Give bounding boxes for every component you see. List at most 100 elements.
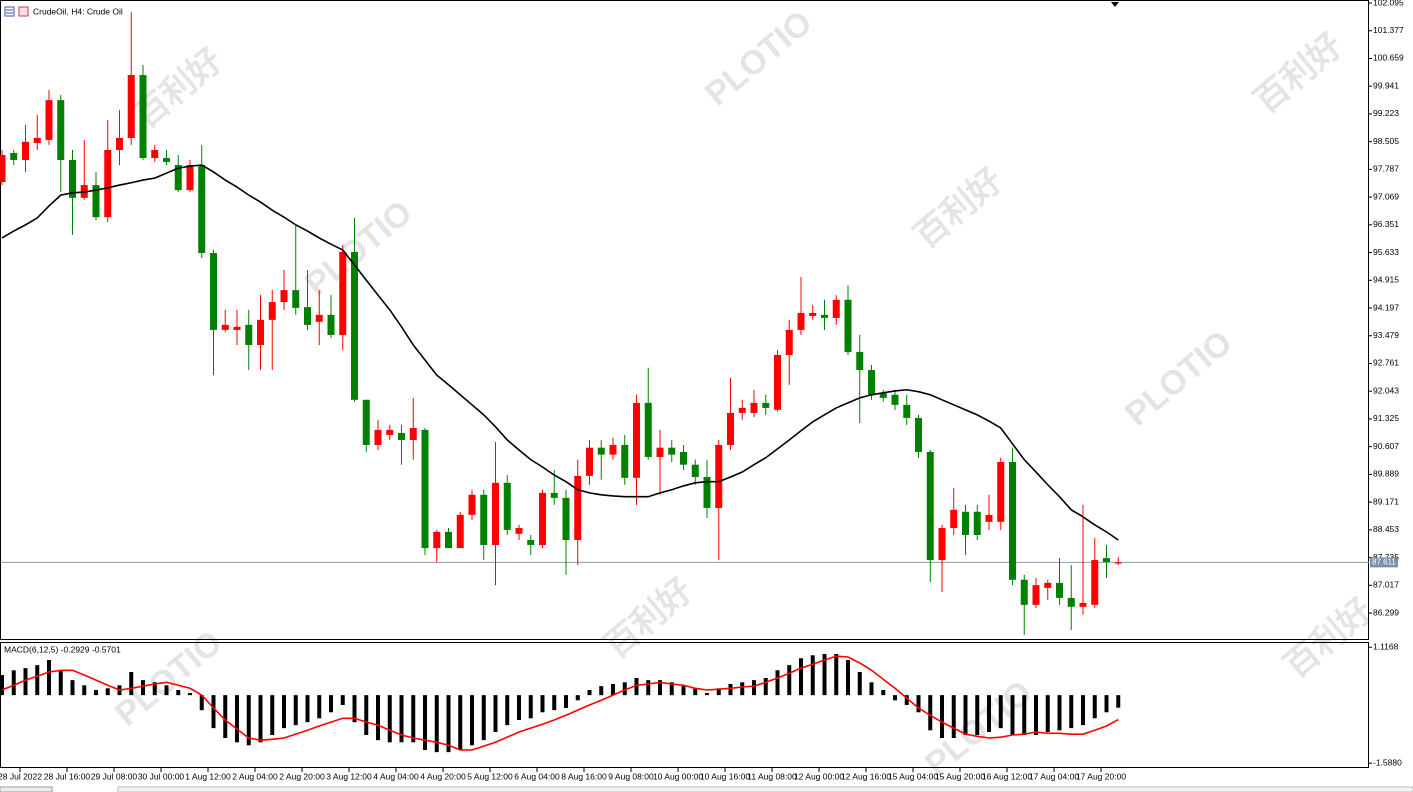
macd-bar — [564, 695, 568, 708]
macd-bar — [916, 695, 921, 713]
x-tick-label: 29 Jul 08:00 — [91, 771, 138, 781]
macd-bar — [82, 685, 87, 696]
x-tick-label: 12 Aug 16:00 — [841, 771, 891, 781]
y-tick-label: 94.197 — [1373, 302, 1399, 312]
macd-bar — [293, 695, 298, 726]
x-tick-label: 17 Aug 20:00 — [1076, 771, 1126, 781]
x-tick-label: 5 Aug 12:00 — [467, 771, 513, 781]
candle-body — [762, 402, 770, 408]
macd-bar — [575, 695, 580, 701]
candle-body — [163, 158, 170, 162]
candle-body — [198, 165, 206, 254]
candle-body — [304, 307, 311, 325]
candle-body — [315, 314, 323, 322]
candle-body — [151, 149, 159, 159]
macd-bar — [70, 680, 75, 696]
candle-body — [562, 497, 570, 540]
macd-bar — [1116, 695, 1121, 708]
macd-bar — [963, 695, 968, 735]
candle-body — [821, 314, 828, 318]
candle-body — [997, 461, 1005, 522]
watermark: PLOTIO — [1118, 323, 1239, 433]
candle-body — [680, 451, 687, 465]
y-tick-label: 97.787 — [1373, 164, 1399, 174]
candle-body — [221, 324, 229, 330]
macd-bar — [787, 665, 792, 696]
macd-bar — [1045, 695, 1050, 732]
candle-body — [257, 319, 264, 345]
x-tick-label: 15 Aug 04:00 — [888, 771, 938, 781]
candle-body — [503, 482, 511, 530]
macd-bar — [928, 695, 933, 731]
candle-body — [774, 355, 781, 410]
macd-bar — [940, 695, 944, 738]
macd-bar — [1010, 695, 1015, 735]
x-tick-label: 10 Aug 16:00 — [700, 771, 750, 781]
x-tick-label: 30 Jul 00:00 — [138, 771, 185, 781]
macd-bar — [646, 680, 651, 696]
macd-bar — [681, 686, 686, 696]
candle-body — [69, 159, 76, 198]
candle-body — [33, 137, 41, 143]
x-tick-label: 2 Aug 04:00 — [232, 771, 278, 781]
candle-body — [92, 185, 100, 218]
macd-bar — [987, 695, 991, 732]
macd-bar — [235, 695, 239, 743]
macd-bar — [1034, 695, 1038, 735]
macd-bar — [317, 695, 322, 719]
candle-body — [879, 392, 887, 398]
candle-body — [515, 528, 523, 534]
candle-body — [268, 302, 276, 320]
macd-bar — [376, 695, 380, 741]
macd-bar — [716, 688, 721, 696]
macd-bar — [164, 685, 169, 696]
macd-bar — [775, 670, 780, 696]
macd-bar — [47, 660, 51, 696]
candle-body — [703, 477, 711, 508]
y-tick-label: 90.607 — [1373, 441, 1399, 451]
y-tick-label: 100.659 — [1373, 53, 1404, 63]
candle-body — [656, 447, 664, 457]
x-tick-label: 1 Aug 12:00 — [185, 771, 231, 781]
candle-body — [738, 407, 746, 413]
y-tick-label: 87.735 — [1373, 552, 1399, 562]
macd-bar — [505, 695, 510, 726]
macd-bar — [893, 695, 897, 701]
macd-bar — [1069, 695, 1074, 729]
x-tick-label: 3 Aug 12:00 — [326, 771, 372, 781]
candle-body — [339, 251, 347, 335]
macd-bar — [1104, 695, 1109, 713]
macd-bar — [199, 695, 204, 711]
x-tick-label: 6 Aug 04:00 — [514, 771, 560, 781]
y-tick-label: 87.017 — [1373, 580, 1399, 590]
macd-bar — [270, 695, 275, 735]
macd-bar — [211, 695, 216, 729]
candle-body — [574, 475, 582, 540]
macd-bar — [0, 675, 4, 696]
candle-body — [1020, 579, 1028, 605]
symbol-icon — [4, 6, 15, 17]
x-tick-label: 4 Aug 04:00 — [373, 771, 419, 781]
macd-bar — [329, 695, 333, 713]
candle-body — [915, 417, 922, 452]
candle-body — [586, 447, 593, 476]
candle-body — [1079, 602, 1087, 607]
y-tick-label: 102.095 — [1373, 0, 1404, 7]
x-tick-label: 17 Aug 04:00 — [1029, 771, 1079, 781]
macd-bar — [399, 695, 404, 743]
candle-body — [398, 433, 405, 440]
candle-body — [633, 402, 640, 478]
candle-body — [433, 531, 441, 549]
y-tick-label: 92.043 — [1373, 385, 1399, 395]
x-tick-label: 15 Aug 20:00 — [935, 771, 985, 781]
macd-bar — [951, 695, 956, 738]
y-tick-label: 101.377 — [1373, 25, 1404, 35]
macd-bar — [141, 680, 145, 696]
macd-bar — [364, 695, 369, 735]
x-tick-label: 4 Aug 20:00 — [420, 771, 466, 781]
candle-body — [715, 444, 723, 508]
macd-bar — [246, 695, 251, 746]
macd-bar — [434, 695, 439, 753]
